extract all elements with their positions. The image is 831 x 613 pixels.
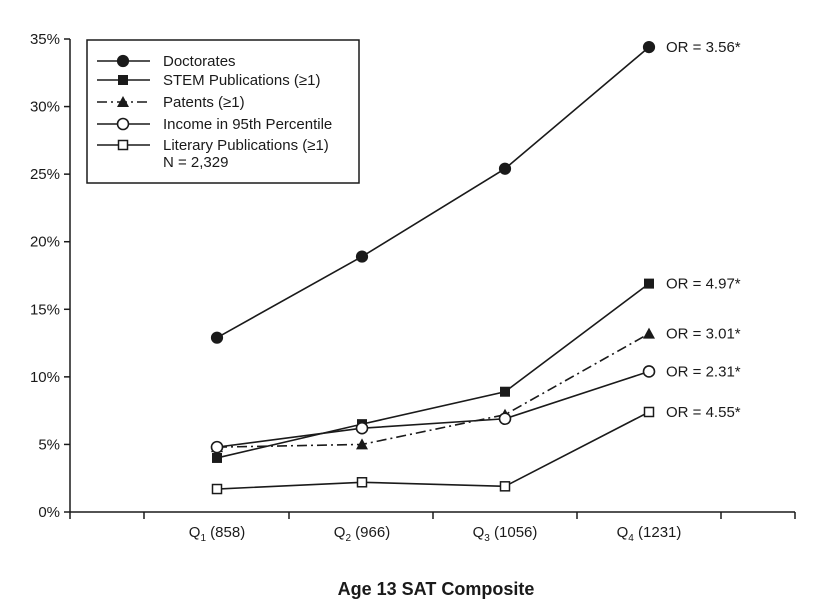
legend-label: Doctorates: [163, 53, 236, 70]
series-5: [211, 406, 655, 495]
x-axis-title: Age 13 SAT Composite: [338, 579, 535, 599]
legend-marker: [116, 54, 130, 68]
data-point: [210, 331, 224, 344]
legend-marker: [117, 139, 129, 151]
series-layer: [210, 41, 656, 495]
legend-note: N = 2,329: [163, 154, 228, 171]
data-point: [643, 406, 655, 418]
x-tick-label: Q3 (1056): [473, 524, 538, 544]
y-tick-label: 0%: [38, 504, 60, 521]
series-3: [211, 327, 655, 453]
series-4: [210, 365, 656, 454]
data-point: [212, 452, 222, 463]
data-point: [643, 327, 655, 339]
odds-ratio-label: OR = 4.97*: [666, 276, 741, 293]
x-tick-label: Q2 (966): [334, 524, 390, 544]
legend-marker: [116, 117, 130, 131]
y-tick-label: 20%: [30, 234, 60, 251]
data-point: [642, 41, 656, 54]
legend-box: [86, 39, 360, 184]
series-line: [216, 370, 650, 448]
y-tick-label: 30%: [30, 99, 60, 116]
data-point: [356, 438, 368, 450]
y-tick-label: 25%: [30, 166, 60, 183]
series-line: [216, 411, 650, 490]
data-point: [644, 278, 654, 289]
data-point: [356, 477, 368, 488]
odds-ratio-label: OR = 3.01*: [666, 326, 741, 343]
series-line: [216, 332, 650, 448]
x-tick-label: Q4 (1231): [617, 524, 682, 544]
data-point: [642, 365, 656, 378]
y-tick-label: 15%: [30, 301, 60, 318]
data-point: [355, 421, 369, 435]
data-point: [498, 412, 512, 426]
series-1: [210, 41, 656, 344]
y-tick-label: 35%: [30, 31, 60, 48]
series-line: [216, 46, 650, 339]
odds-ratio-label: OR = 2.31*: [666, 363, 741, 380]
legend-label: Literary Publications (≥1): [163, 137, 329, 154]
series-line: [216, 282, 650, 459]
legend: Doctorates STEM Publications (≥1) Patents …: [86, 39, 360, 184]
y-tick-label: 10%: [30, 369, 60, 386]
legend-label: Patents (≥1): [163, 94, 245, 111]
x-tick-label: Q1 (858): [189, 524, 245, 544]
data-point: [500, 386, 510, 397]
data-point: [211, 483, 223, 495]
legend-label: Income in 95th Percentile: [163, 116, 332, 133]
data-point: [498, 162, 512, 175]
y-tick-label: 5%: [38, 436, 60, 453]
legend-label: STEM Publications (≥1): [163, 72, 320, 89]
odds-ratio-label: OR = 4.55*: [666, 404, 741, 421]
odds-ratio-label: OR = 3.56*: [666, 39, 741, 56]
legend-marker: [118, 75, 128, 85]
legend-marker: [117, 96, 129, 107]
x-axis: Q1 (858) Q2 (966) Q3 (1056) Q4 (1231): [69, 511, 796, 544]
series-2: [212, 278, 654, 463]
data-point: [499, 481, 511, 492]
data-point: [355, 250, 369, 263]
odds-ratio-labels: OR = 3.56* OR = 4.97* OR = 3.01* OR = 2.31*…: [666, 39, 741, 421]
data-point: [210, 440, 224, 454]
y-axis: 0% 5% 10% 15% 20% 25% 30% 35%: [30, 31, 71, 521]
